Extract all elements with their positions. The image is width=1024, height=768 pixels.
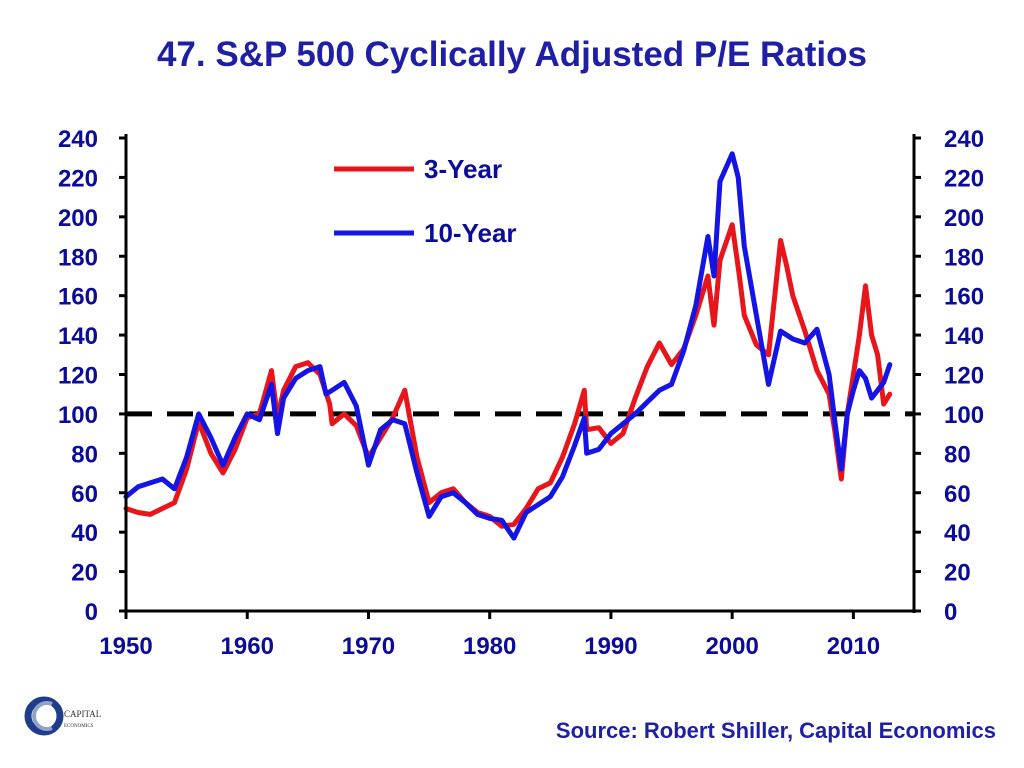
y-tick-label-left: 240	[58, 126, 98, 153]
source-note: Source: Robert Shiller, Capital Economic…	[556, 718, 996, 743]
y-tick-label-left: 40	[71, 520, 98, 547]
y-tick-label-left: 0	[85, 599, 98, 626]
y-tick-label-left: 160	[58, 284, 98, 311]
legend-label-10-year: 10-Year	[424, 218, 517, 248]
x-tick-label: 1950	[99, 633, 152, 660]
y-tick-label-left: 200	[58, 205, 98, 232]
logo-text-economics: ECONOMICS	[64, 724, 94, 729]
x-tick-label: 2010	[827, 633, 880, 660]
y-tick-label-right: 140	[944, 323, 984, 350]
y-tick-label-right: 160	[944, 284, 984, 311]
y-tick-label-right: 60	[944, 481, 971, 508]
capital-economics-logo: CAPITAL ECONOMICS	[24, 696, 101, 736]
y-tick-label-left: 140	[58, 323, 98, 350]
x-tick-label: 1980	[463, 633, 516, 660]
y-tick-label-right: 40	[944, 520, 971, 547]
logo-text-capital: CAPITAL	[64, 709, 101, 719]
y-tick-label-right: 180	[944, 244, 984, 271]
x-tick-label: 1960	[221, 633, 274, 660]
series-line-10-year	[123, 151, 893, 541]
logo-ring-icon	[24, 696, 64, 736]
chart-title: 47. S&P 500 Cyclically Adjusted P/E Rati…	[157, 35, 867, 74]
axes: 0 20 40 60 80 100 120 140 160 180 200 220 240 0 20 40 60…	[58, 126, 984, 660]
y-tick-label-left: 80	[71, 441, 98, 468]
y-tick-label-left: 220	[58, 165, 98, 192]
y-tick-label-left: 20	[71, 560, 98, 587]
y-tick-label-left: 100	[58, 402, 98, 429]
x-tick-label: 1990	[584, 633, 637, 660]
x-tick-label: 1970	[342, 633, 395, 660]
y-tick-label-left: 120	[58, 363, 98, 390]
y-tick-label-right: 100	[944, 402, 984, 429]
y-tick-label-right: 20	[944, 560, 971, 587]
series-line-3-year	[123, 222, 893, 529]
legend: 3-Year 10-Year	[334, 154, 517, 248]
y-tick-label-left: 60	[71, 481, 98, 508]
x-tick-label: 2000	[705, 633, 758, 660]
y-tick-label-right: 240	[944, 126, 984, 153]
y-tick-label-right: 80	[944, 441, 971, 468]
y-tick-label-right: 200	[944, 205, 984, 232]
y-tick-label-right: 220	[944, 165, 984, 192]
y-tick-label-right: 120	[944, 363, 984, 390]
y-tick-label-left: 180	[58, 244, 98, 271]
y-tick-label-right: 0	[944, 599, 957, 626]
plot-area	[123, 151, 914, 541]
logo-arc-icon	[32, 701, 53, 731]
legend-label-3-year: 3-Year	[424, 154, 502, 184]
